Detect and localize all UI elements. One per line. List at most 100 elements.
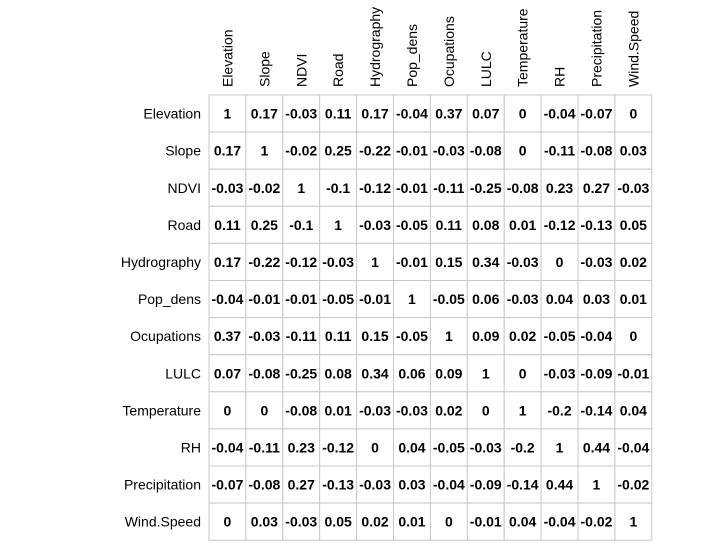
cell-value: -0.08: [285, 402, 317, 418]
cell-value: -0.07: [580, 106, 612, 122]
matrix-cell: [503, 205, 542, 244]
col-label-ocupations: Ocupations: [441, 16, 457, 87]
cell-value: 0.11: [325, 106, 352, 122]
cell-value: 0: [519, 365, 527, 381]
matrix-cell: [577, 354, 616, 393]
cell-value: 0.03: [620, 143, 647, 159]
cell-value: 0.08: [472, 217, 499, 233]
cell-value: -0.04: [211, 439, 243, 455]
matrix-cell: [282, 317, 321, 356]
matrix-cell: [614, 465, 653, 504]
cell-value: 0.01: [325, 402, 352, 418]
cell-value: -0.02: [285, 143, 317, 159]
cell-value: 0.11: [325, 328, 352, 344]
matrix-cell: [245, 428, 284, 467]
cell-value: 0: [629, 106, 637, 122]
cell-value: 0.01: [620, 291, 647, 307]
matrix-cell: [614, 354, 653, 393]
cell-value: 0.04: [509, 514, 536, 530]
cell-value: -0.05: [544, 328, 576, 344]
matrix-cell: [282, 354, 321, 393]
matrix-cell: [319, 465, 358, 504]
cell-value: -0.11: [544, 143, 575, 159]
matrix-cell: [282, 391, 321, 430]
col-label-lulc: LULC: [478, 51, 494, 87]
cell-value: 0.03: [398, 477, 425, 493]
matrix-cell: [540, 94, 579, 133]
matrix-cell: [208, 205, 247, 244]
cell-value: -0.22: [248, 254, 280, 270]
matrix-cell: [503, 317, 542, 356]
matrix-cell: [577, 391, 616, 430]
row-label-pop-dens: Pop_dens: [138, 291, 201, 307]
matrix-cell: [429, 354, 468, 393]
cell-value: -0.12: [322, 439, 354, 455]
cell-value: 0.02: [509, 328, 536, 344]
matrix-cell: [208, 242, 247, 281]
matrix-cell: [208, 391, 247, 430]
cell-value: 0.01: [398, 514, 425, 530]
matrix-cell: [282, 465, 321, 504]
cell-value: 1: [593, 477, 601, 493]
cell-value: -0.05: [396, 217, 428, 233]
matrix-cell: [393, 242, 431, 281]
cell-value: 0.27: [583, 180, 610, 196]
matrix-cell: [540, 205, 579, 244]
row-label-rh: RH: [181, 439, 201, 455]
matrix-cell: [356, 131, 395, 170]
matrix-cell: [540, 317, 579, 356]
cell-value: -0.01: [470, 514, 502, 530]
cell-value: 1: [445, 328, 453, 344]
cell-value: 1: [556, 439, 564, 455]
cell-value: -0.01: [396, 143, 428, 159]
matrix-cell: [356, 168, 395, 207]
matrix-cell: [577, 242, 616, 281]
cell-value: -0.03: [507, 254, 539, 270]
matrix-cell: [577, 131, 616, 170]
matrix-cell: [429, 280, 468, 319]
matrix-cell: [393, 131, 431, 170]
matrix-cell: [577, 428, 616, 467]
cell-value: -0.04: [580, 328, 612, 344]
matrix-cell: [614, 428, 653, 467]
matrix-cell: [466, 391, 505, 430]
cell-value: 1: [629, 514, 637, 530]
cell-value: -0.03: [359, 217, 391, 233]
cell-value: 0.17: [251, 106, 278, 122]
cell-value: -0.2: [511, 439, 535, 455]
matrix-cell: [319, 131, 358, 170]
cell-value: -0.03: [322, 254, 354, 270]
col-label-wind-speed: Wind.Speed: [625, 11, 641, 87]
row-label-lulc: LULC: [165, 365, 201, 381]
matrix-cell: [614, 317, 653, 356]
matrix-cell: [393, 280, 431, 319]
cell-value: -0.08: [580, 143, 612, 159]
matrix-cell: [319, 354, 358, 393]
cell-value: 0.44: [583, 439, 610, 455]
cell-value: -0.14: [580, 402, 612, 418]
cell-value: -0.03: [359, 402, 391, 418]
matrix-cell: [577, 502, 616, 541]
cell-value: -0.03: [211, 180, 243, 196]
matrix-cell: [245, 242, 284, 281]
cell-value: -0.04: [544, 514, 576, 530]
matrix-cell: [466, 428, 505, 467]
cell-value: 0: [260, 402, 268, 418]
matrix-cell: [429, 168, 468, 207]
cell-value: 0.27: [288, 477, 315, 493]
cell-value: 0.03: [583, 291, 610, 307]
cell-value: 0.17: [214, 143, 241, 159]
cell-value: -0.12: [285, 254, 317, 270]
cell-value: 1: [260, 143, 268, 159]
matrix-cell: [429, 502, 468, 541]
cell-value: -0.03: [433, 143, 465, 159]
matrix-cell: [429, 391, 468, 430]
cell-value: -0.03: [359, 477, 391, 493]
cell-value: -0.09: [470, 477, 502, 493]
cell-value: -0.03: [544, 365, 576, 381]
cell-value: 0.05: [325, 514, 352, 530]
cell-value: -0.09: [580, 365, 612, 381]
cell-value: 0.44: [546, 477, 573, 493]
matrix-cell: [393, 94, 431, 133]
